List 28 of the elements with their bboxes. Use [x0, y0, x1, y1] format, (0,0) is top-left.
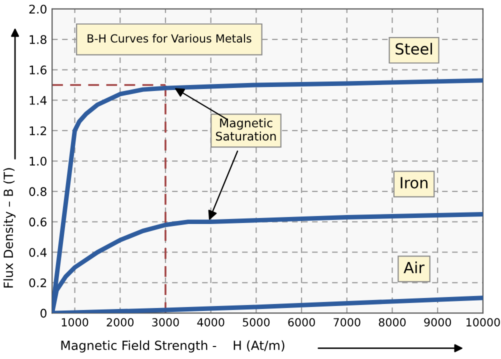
y-tick-label: 0.2: [29, 278, 46, 288]
y-tick-label: 0.8: [29, 187, 46, 196]
x-tick-label: 4000: [197, 318, 224, 327]
x-tick-label: 7000: [334, 318, 360, 327]
x-tick-label: 10000: [466, 318, 500, 327]
x-tick-label: 9000: [424, 318, 452, 327]
y-tick-label: 0.6: [29, 218, 46, 226]
y-tick-label: 1.8: [30, 35, 46, 44]
x-tick-label: 5000: [242, 318, 270, 327]
y-tick-label: 1.6: [30, 66, 46, 74]
y-tick-label: 1.0: [30, 156, 46, 166]
y-axis-title: Flux Density – B (T): [3, 168, 16, 288]
y-tick-label: 0.4: [29, 248, 47, 257]
annotation: Magnetic Saturation: [216, 118, 276, 141]
series-label: Air: [404, 262, 425, 274]
x-tick-label: 3000: [152, 318, 179, 327]
x-tick-label: 6000: [288, 318, 315, 327]
x-tick-label: 2000: [106, 318, 134, 327]
y-tick-label: 1.4: [30, 96, 47, 105]
x-tick-label: 1000: [62, 318, 88, 327]
x-axis-title: Magnetic Field Strength - H (At/m): [61, 340, 284, 353]
y-tick-label: 0: [40, 308, 46, 318]
series-label: Iron: [400, 177, 428, 188]
y-tick-label: 2.0: [29, 4, 46, 14]
x-tick-label: 8000: [378, 318, 406, 327]
text: B-H Curves for Various Metals: [88, 34, 252, 43]
series-label: Steel: [396, 42, 432, 55]
y-tick-label: 1.2: [30, 126, 46, 136]
